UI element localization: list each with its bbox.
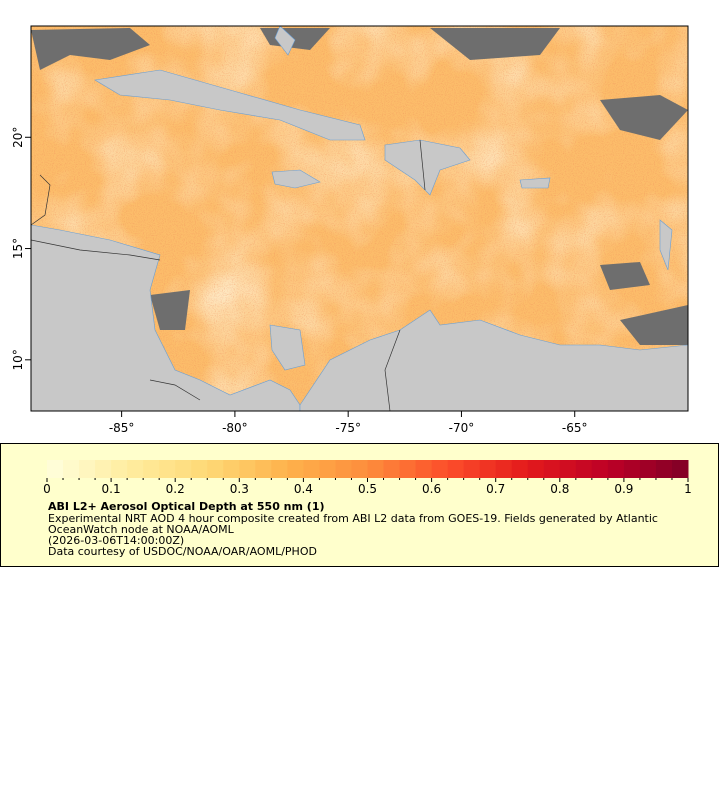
colorbar-segment	[319, 460, 336, 478]
colorbar-segment	[63, 460, 80, 478]
colorbar-segment	[623, 460, 641, 478]
colorbar-segment	[511, 460, 529, 478]
colorbar-tick-label: 0.8	[550, 482, 569, 496]
colorbar-segment	[207, 460, 224, 478]
y-tick-label: 10°	[11, 349, 25, 370]
colorbar-segment	[639, 460, 657, 478]
colorbar-segment	[415, 460, 433, 478]
colorbar-segment	[143, 460, 160, 478]
map-frame	[30, 25, 689, 412]
legend-title: ABI L2+ Aerosol Optical Depth at 550 nm …	[48, 500, 325, 513]
y-tick-label: 15°	[11, 238, 25, 259]
colorbar-segment	[399, 460, 417, 478]
legend-line: (2026-03-06T14:00:00Z)	[48, 534, 184, 547]
colorbar-segment	[223, 460, 240, 478]
colorbar-segment	[335, 460, 352, 478]
colorbar-segment	[303, 460, 320, 478]
y-tick-label: 20°	[11, 127, 25, 148]
colorbar-tick-label: 0.9	[614, 482, 633, 496]
colorbar-segment	[271, 460, 288, 478]
x-tick-label: -85°	[109, 421, 135, 435]
colorbar-segment	[351, 460, 368, 478]
colorbar-segment	[159, 460, 176, 478]
colorbar-segment	[111, 460, 128, 478]
colorbar-segment	[607, 460, 625, 478]
colorbar-segment	[447, 460, 465, 478]
colorbar-segment	[367, 460, 385, 478]
colorbar-segment	[287, 460, 304, 478]
x-tick-label: -80°	[222, 421, 248, 435]
colorbar-segment	[575, 460, 593, 478]
colorbar-segment	[527, 460, 545, 478]
colorbar-tick-label: 0.7	[486, 482, 505, 496]
x-tick-label: -65°	[562, 421, 588, 435]
colorbar-segment	[79, 460, 96, 478]
colorbar-tick-label: 0	[43, 482, 51, 496]
colorbar-segment	[543, 460, 561, 478]
colorbar-segment	[175, 460, 192, 478]
map-image	[31, 26, 688, 411]
colorbar-segment	[255, 460, 272, 478]
legend-line: Experimental NRT AOD 4 hour composite cr…	[48, 512, 658, 525]
colorbar-tick-label: 0.3	[230, 482, 249, 496]
colorbar-segment	[479, 460, 497, 478]
colorbar-segment	[671, 460, 689, 478]
colorbar-segment	[191, 460, 208, 478]
x-tick-label: -70°	[449, 421, 475, 435]
colorbar-segment	[559, 460, 577, 478]
colorbar-tick-label: 0.4	[294, 482, 313, 496]
colorbar-segment	[127, 460, 144, 478]
colorbar-tick-label: 1	[684, 482, 692, 496]
colorbar-segment	[383, 460, 401, 478]
colorbar-segment	[431, 460, 449, 478]
colorbar-segment	[95, 460, 112, 478]
colorbar-segment	[47, 460, 64, 478]
colorbar-segment	[591, 460, 609, 478]
legend-line: Data courtesy of USDOC/NOAA/OAR/AOML/PHO…	[48, 545, 317, 558]
colorbar-tick-label: 0.6	[422, 482, 441, 496]
colorbar-segment	[655, 460, 673, 478]
colorbar-segment	[495, 460, 513, 478]
x-tick-label: -75°	[335, 421, 361, 435]
colorbar-tick-label: 0.2	[166, 482, 185, 496]
colorbar-tick-label: 0.5	[358, 482, 377, 496]
colorbar-segment	[463, 460, 481, 478]
colorbar-tick-label: 0.1	[102, 482, 121, 496]
legend-line: OceanWatch node at NOAA/AOML	[48, 523, 235, 536]
colorbar-segment	[239, 460, 256, 478]
